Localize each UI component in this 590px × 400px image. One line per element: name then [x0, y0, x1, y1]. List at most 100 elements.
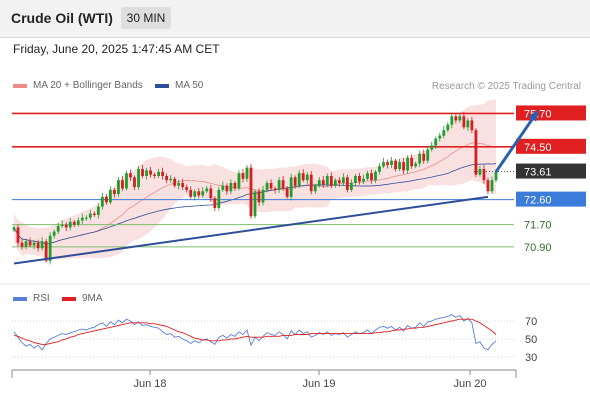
candle-body [386, 162, 389, 165]
candle-body [414, 163, 418, 167]
candle-body [56, 226, 60, 232]
candle-body [418, 153, 422, 164]
candle-body [402, 162, 406, 171]
candle-body [390, 160, 393, 165]
candle-body [165, 175, 169, 181]
candle-body [40, 241, 44, 249]
legend-ma50-label: MA 50 [175, 80, 204, 91]
candle-body [434, 138, 438, 146]
rsi-tick-30: 30 [525, 352, 537, 364]
level-tag-72-60 [516, 191, 586, 207]
instrument-title: Crude Oil (WTI) [11, 10, 113, 26]
candle-body [137, 169, 140, 188]
level-label-73-61: 73.61 [524, 167, 552, 179]
candle-body [297, 173, 301, 186]
candle-body [406, 157, 410, 171]
candle-body [269, 182, 273, 189]
candle-body [398, 162, 401, 170]
candle-body [121, 180, 124, 189]
candle-body [277, 180, 281, 190]
candle-body [329, 175, 333, 186]
candle-body [494, 171, 498, 181]
candle-body [20, 242, 24, 247]
level-label-71-70: 71.70 [524, 220, 552, 232]
candle-body [466, 120, 470, 128]
forecast-arrow-shaft [494, 112, 538, 173]
candle-body [217, 189, 221, 208]
candle-body [213, 198, 217, 208]
candle-body [410, 157, 414, 167]
candle-body [366, 173, 369, 179]
candle-body [100, 196, 104, 207]
candle-body [345, 177, 349, 190]
candle-body [113, 189, 116, 195]
candle-body [450, 116, 454, 125]
candle-body [189, 189, 193, 197]
legend-rsi: RSI [13, 293, 50, 304]
candle-body [285, 188, 289, 197]
candle-body [482, 169, 486, 181]
candle-body [104, 196, 108, 203]
ma50-swatch [155, 83, 169, 88]
candle-body [28, 241, 32, 246]
legend-ma20-bb: MA 20 + Bollinger Bands [13, 80, 143, 91]
candle-body [225, 185, 229, 192]
x-tick-label-0: Jun 18 [133, 378, 166, 390]
candle-body [64, 224, 68, 228]
candle-body [12, 227, 16, 231]
candle-body [281, 180, 285, 189]
candle-body [293, 177, 297, 186]
candle-body [374, 171, 377, 181]
candle-body [181, 182, 185, 188]
candle-body [60, 224, 64, 227]
candle-body [470, 120, 474, 131]
candle-body [378, 166, 381, 172]
candle-body [76, 220, 80, 225]
candle-body [157, 171, 160, 176]
candle-body [261, 189, 265, 203]
candle-body [80, 217, 84, 221]
ma20-swatch [13, 83, 27, 88]
x-tick-label-2: Jun 20 [453, 378, 486, 390]
candle-body [490, 180, 494, 192]
legend-ma9-label: 9MA [82, 293, 103, 304]
candle-body [337, 180, 341, 183]
candle-body [325, 175, 329, 185]
candle-body [309, 174, 313, 192]
candle-body [205, 188, 209, 192]
candle-body [237, 173, 241, 189]
candle-body [257, 191, 261, 203]
candle-body [454, 116, 458, 121]
candle-body [333, 180, 337, 186]
candle-body [185, 187, 189, 190]
candle-body [193, 191, 197, 197]
rsi-tick-50: 50 [525, 334, 537, 346]
candle-body [169, 178, 173, 181]
candle-body [394, 160, 397, 170]
candle-body [462, 116, 466, 128]
candle-body [426, 149, 430, 161]
candle-body [265, 182, 269, 190]
ma9-swatch [62, 296, 76, 301]
candle-body [474, 130, 478, 175]
forecast-arrow-head [528, 109, 540, 122]
candle-body [350, 182, 353, 190]
level-label-70-90: 70.90 [524, 242, 552, 254]
candle-body [317, 180, 321, 186]
candle-body [321, 180, 325, 185]
timeframe-button[interactable]: 30 MIN [121, 7, 171, 29]
candle-body [92, 213, 96, 215]
candle-body [354, 175, 357, 183]
candle-body [382, 162, 385, 167]
candle-body [209, 188, 213, 199]
candle-body [153, 174, 156, 176]
candle-body [229, 182, 233, 192]
candle-body [241, 173, 245, 179]
candle-body [249, 167, 253, 217]
candle-body [289, 177, 293, 197]
candle-body [370, 173, 373, 181]
candle-body [442, 130, 446, 136]
level-tag-73-61 [516, 163, 586, 179]
candle-body [84, 217, 88, 219]
